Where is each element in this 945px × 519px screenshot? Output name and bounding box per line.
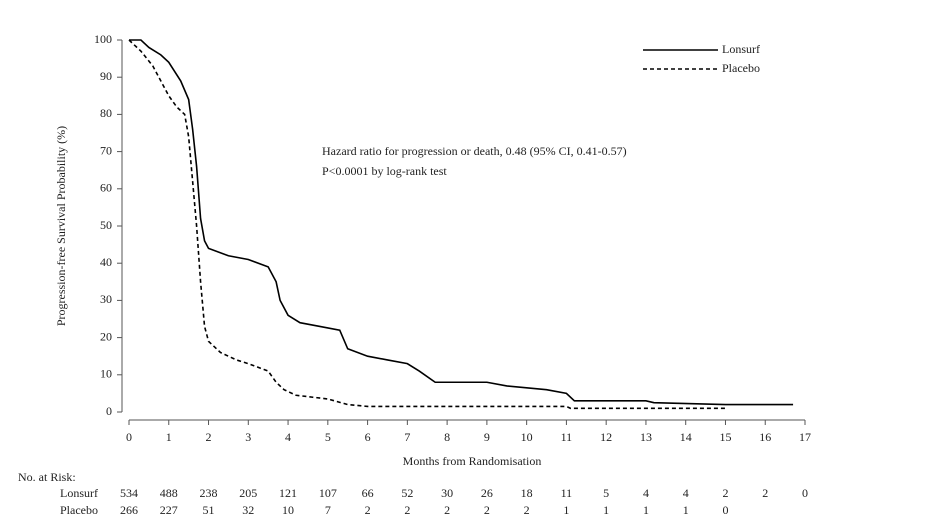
- x-tick-label: 9: [484, 430, 490, 444]
- risk-value: 5: [603, 486, 609, 500]
- x-tick-label: 5: [325, 430, 331, 444]
- x-tick-label: 16: [759, 430, 771, 444]
- risk-row-label: Lonsurf: [60, 486, 98, 500]
- risk-row-label: Placebo: [60, 503, 98, 517]
- y-tick-label: 50: [100, 218, 112, 232]
- risk-value: 4: [683, 486, 689, 500]
- risk-value: 1: [683, 503, 689, 517]
- risk-value: 18: [521, 486, 533, 500]
- risk-value: 2: [524, 503, 530, 517]
- risk-value: 1: [563, 503, 569, 517]
- x-tick-label: 1: [166, 430, 172, 444]
- y-tick-label: 0: [106, 404, 112, 418]
- survival-curve: [129, 39, 794, 406]
- y-tick-label: 20: [100, 329, 112, 343]
- risk-value: 227: [160, 503, 178, 517]
- y-tick-label: 70: [100, 143, 112, 157]
- y-tick-label: 30: [100, 292, 112, 306]
- risk-value: 534: [120, 486, 138, 500]
- x-tick-label: 11: [561, 430, 573, 444]
- y-tick-label: 90: [100, 69, 112, 83]
- risk-value: 30: [441, 486, 453, 500]
- risk-value: 32: [242, 503, 254, 517]
- annotation: Hazard ratio for progression or death, 0…: [322, 144, 627, 158]
- survival-curve: [128, 39, 726, 410]
- y-tick-label: 80: [100, 106, 112, 120]
- y-axis-label: Progression-free Survival Probability (%…: [54, 126, 68, 326]
- risk-table-label: No. at Risk:: [18, 470, 76, 484]
- risk-value: 0: [722, 503, 728, 517]
- x-tick-label: 7: [404, 430, 410, 444]
- risk-value: 266: [120, 503, 138, 517]
- x-tick-label: 6: [365, 430, 371, 444]
- legend-label: Lonsurf: [722, 42, 760, 56]
- x-axis-label: Months from Randomisation: [403, 454, 542, 468]
- risk-value: 11: [561, 486, 573, 500]
- risk-value: 2: [484, 503, 490, 517]
- risk-value: 1: [603, 503, 609, 517]
- y-tick-label: 60: [100, 181, 112, 195]
- x-tick-label: 13: [640, 430, 652, 444]
- x-tick-label: 15: [719, 430, 731, 444]
- x-tick-label: 8: [444, 430, 450, 444]
- risk-value: 107: [319, 486, 337, 500]
- risk-value: 0: [802, 486, 808, 500]
- risk-value: 2: [444, 503, 450, 517]
- x-tick-label: 3: [245, 430, 251, 444]
- risk-value: 205: [239, 486, 257, 500]
- x-tick-label: 17: [799, 430, 811, 444]
- x-tick-label: 0: [126, 430, 132, 444]
- risk-value: 10: [282, 503, 294, 517]
- annotation: P<0.0001 by log-rank test: [322, 164, 447, 178]
- risk-value: 2: [722, 486, 728, 500]
- risk-value: 121: [279, 486, 297, 500]
- x-tick-label: 4: [285, 430, 291, 444]
- risk-value: 4: [643, 486, 649, 500]
- x-tick-label: 12: [600, 430, 612, 444]
- risk-value: 52: [401, 486, 413, 500]
- x-tick-label: 14: [680, 430, 692, 444]
- risk-value: 238: [200, 486, 218, 500]
- risk-value: 2: [762, 486, 768, 500]
- y-tick-label: 100: [94, 32, 112, 46]
- risk-value: 51: [203, 503, 215, 517]
- legend-label: Placebo: [722, 61, 760, 75]
- risk-value: 488: [160, 486, 178, 500]
- y-tick-label: 10: [100, 367, 112, 381]
- risk-value: 26: [481, 486, 493, 500]
- x-tick-label: 10: [521, 430, 533, 444]
- risk-value: 7: [325, 503, 331, 517]
- risk-value: 66: [362, 486, 374, 500]
- risk-value: 2: [365, 503, 371, 517]
- x-tick-label: 2: [206, 430, 212, 444]
- y-tick-label: 40: [100, 255, 112, 269]
- risk-value: 2: [404, 503, 410, 517]
- risk-value: 1: [643, 503, 649, 517]
